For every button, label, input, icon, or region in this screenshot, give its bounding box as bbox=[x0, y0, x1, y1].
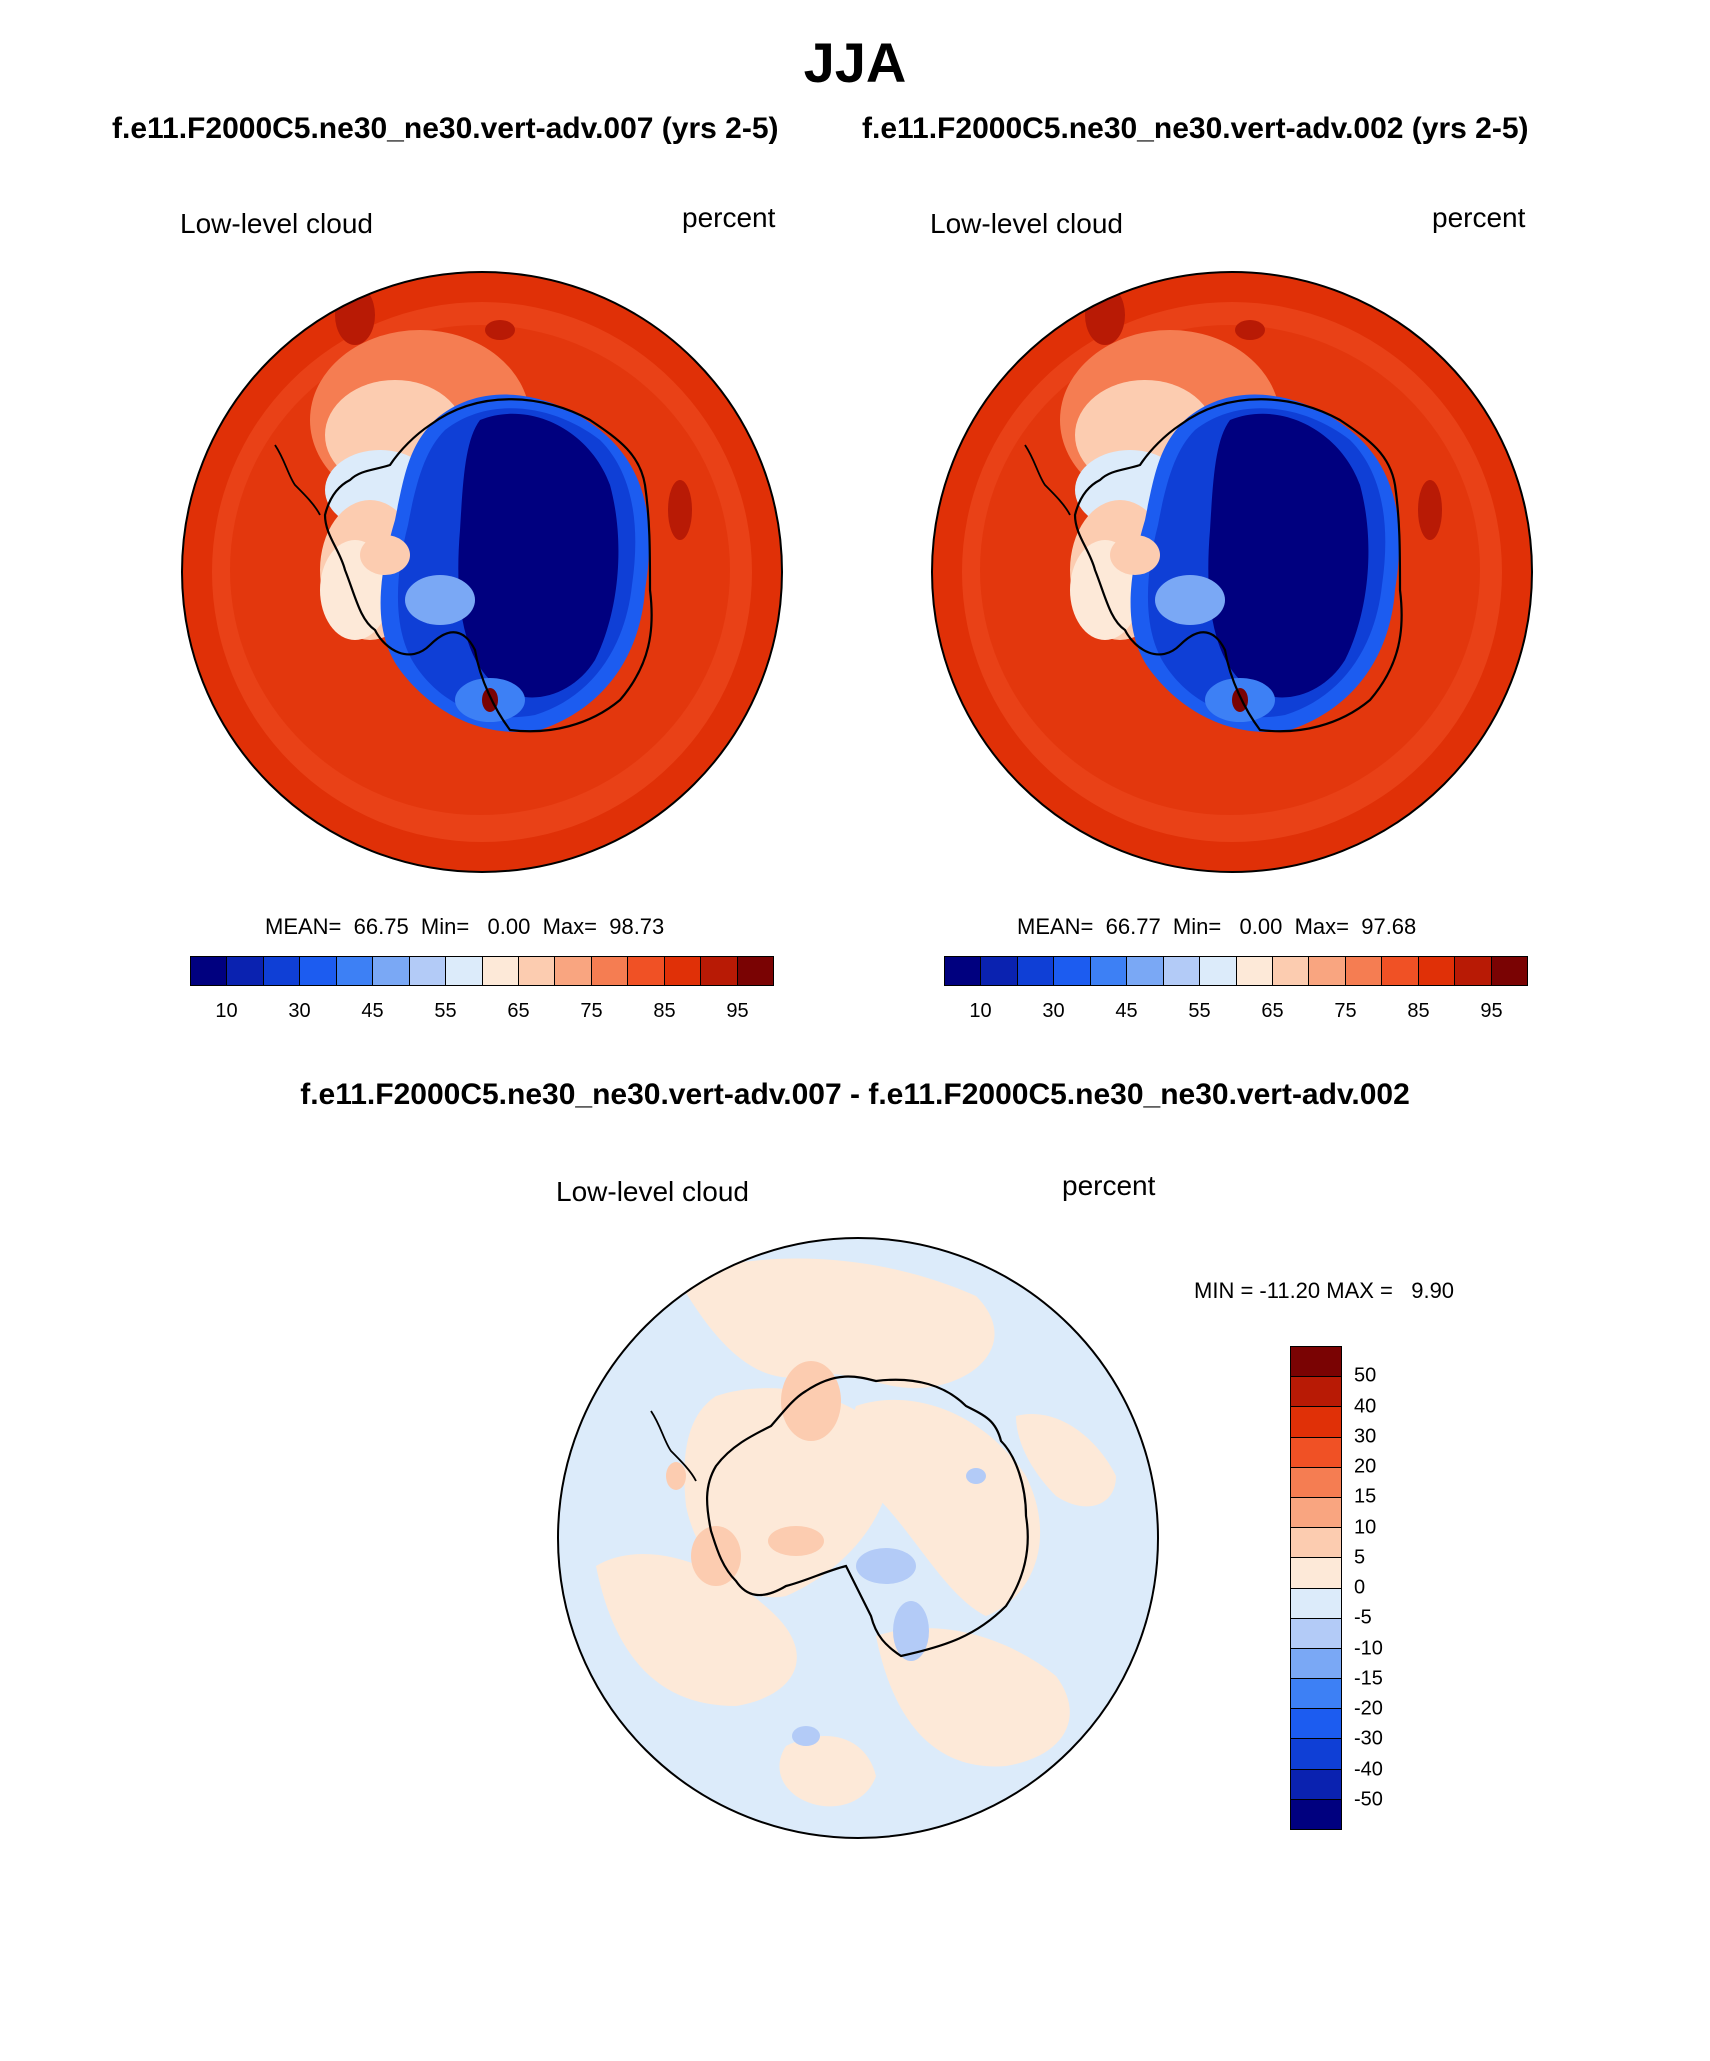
diff-variable-label: Low-level cloud bbox=[556, 1176, 749, 1207]
colorbar-box bbox=[737, 957, 773, 985]
colorbar-tick-label: 45 bbox=[361, 1000, 384, 1022]
case-title-right: f.e11.F2000C5.ne30_ne30.vert-adv.002 (yr… bbox=[862, 112, 1529, 145]
left-variable-label: Low-level cloud bbox=[180, 208, 373, 239]
right-colorbar bbox=[944, 956, 1528, 986]
diff-stats: MIN = -11.20 MAX = 9.90 bbox=[1194, 1278, 1455, 1303]
colorbar-box bbox=[1291, 1709, 1341, 1740]
colorbar-tick-label: 75 bbox=[580, 1000, 603, 1022]
colorbar-tick-label: 75 bbox=[1334, 1000, 1357, 1022]
colorbar-tick-label: 5 bbox=[1354, 1546, 1366, 1569]
colorbar-box bbox=[945, 957, 982, 985]
colorbar-box bbox=[373, 957, 410, 985]
colorbar-box bbox=[482, 957, 519, 985]
colorbar-box bbox=[555, 957, 592, 985]
colorbar-box bbox=[591, 957, 629, 985]
colorbar-tick-label: 0 bbox=[1354, 1576, 1366, 1599]
colorbar-tick-label: 40 bbox=[1354, 1395, 1377, 1417]
colorbar-box bbox=[1017, 957, 1055, 985]
colorbar-tick-label: 10 bbox=[1354, 1516, 1377, 1538]
colorbar-box bbox=[1200, 957, 1237, 985]
colorbar-box bbox=[1291, 1648, 1341, 1680]
colorbar-box bbox=[1291, 1437, 1341, 1468]
colorbar-tick-label: 10 bbox=[215, 1000, 238, 1022]
colorbar-tick-label: 15 bbox=[1354, 1485, 1377, 1508]
colorbar-box bbox=[336, 957, 374, 985]
colorbar-tick-label: 65 bbox=[507, 1000, 530, 1022]
colorbar-box bbox=[1291, 1558, 1341, 1589]
right-units-label: percent bbox=[1432, 202, 1526, 233]
colorbar-tick-label: 55 bbox=[434, 1000, 457, 1022]
difference-polar-map bbox=[557, 1237, 1159, 1839]
colorbar-tick-label: 30 bbox=[1042, 1000, 1065, 1022]
left-polar-map bbox=[181, 271, 783, 873]
colorbar-tick-label: -15 bbox=[1354, 1667, 1383, 1690]
colorbar-tick-label: 50 bbox=[1354, 1364, 1377, 1387]
right-variable-label: Low-level cloud bbox=[930, 208, 1123, 239]
colorbar-box bbox=[1491, 957, 1527, 985]
colorbar-box bbox=[1291, 1799, 1341, 1829]
colorbar-tick-label: 95 bbox=[1480, 1000, 1503, 1022]
colorbar-box bbox=[1291, 1679, 1341, 1710]
colorbar-tick-label: -5 bbox=[1354, 1606, 1372, 1629]
colorbar-box bbox=[300, 957, 337, 985]
colorbar-tick-label: -20 bbox=[1354, 1697, 1383, 1720]
colorbar-tick-label: -30 bbox=[1354, 1727, 1383, 1750]
colorbar-box bbox=[1127, 957, 1164, 985]
colorbar-box bbox=[263, 957, 301, 985]
colorbar-tick-label: 65 bbox=[1261, 1000, 1284, 1022]
colorbar-box bbox=[1090, 957, 1128, 985]
colorbar-box bbox=[518, 957, 556, 985]
colorbar-tick-label: -50 bbox=[1354, 1788, 1383, 1811]
colorbar-tick-label: -10 bbox=[1354, 1637, 1383, 1659]
colorbar-tick-label: 30 bbox=[1354, 1425, 1377, 1448]
colorbar-box bbox=[1291, 1377, 1341, 1408]
colorbar-box bbox=[409, 957, 447, 985]
left-colorbar bbox=[190, 956, 774, 986]
colorbar-box bbox=[701, 957, 738, 985]
colorbar-box bbox=[1291, 1407, 1341, 1438]
colorbar-box bbox=[1163, 957, 1201, 985]
diff-units-label: percent bbox=[1062, 1170, 1156, 1201]
colorbar-box bbox=[664, 957, 702, 985]
colorbar-tick-label: 45 bbox=[1115, 1000, 1138, 1022]
colorbar-tick-label: 10 bbox=[969, 1000, 992, 1022]
colorbar-box bbox=[1291, 1769, 1341, 1800]
colorbar-tick-label: 20 bbox=[1354, 1455, 1377, 1478]
colorbar-tick-label: -40 bbox=[1354, 1758, 1383, 1780]
colorbar-tick-label: 85 bbox=[653, 1000, 676, 1022]
case-title-left: f.e11.F2000C5.ne30_ne30.vert-adv.007 (yr… bbox=[112, 112, 779, 145]
colorbar-box bbox=[1054, 957, 1091, 985]
left-units-label: percent bbox=[682, 202, 776, 233]
colorbar-box bbox=[628, 957, 665, 985]
colorbar-box bbox=[1345, 957, 1383, 985]
right-polar-map bbox=[931, 271, 1533, 873]
colorbar-tick-label: 55 bbox=[1188, 1000, 1211, 1022]
colorbar-tick-label: 85 bbox=[1407, 1000, 1430, 1022]
colorbar-box bbox=[191, 957, 228, 985]
colorbar-tick-label: 30 bbox=[288, 1000, 311, 1022]
figure-title: JJA bbox=[803, 31, 907, 94]
colorbar-box bbox=[1382, 957, 1419, 985]
colorbar-box bbox=[1291, 1347, 1341, 1378]
colorbar-box bbox=[981, 957, 1018, 985]
colorbar-box bbox=[1291, 1467, 1341, 1498]
colorbar-tick-label: 95 bbox=[726, 1000, 749, 1022]
colorbar-box bbox=[1291, 1618, 1341, 1649]
left-stats: MEAN= 66.75 Min= 0.00 Max= 98.73 bbox=[265, 914, 665, 939]
colorbar-box bbox=[1236, 957, 1273, 985]
colorbar-box bbox=[1309, 957, 1346, 985]
colorbar-box bbox=[1455, 957, 1492, 985]
colorbar-box bbox=[1272, 957, 1310, 985]
colorbar-box bbox=[1291, 1588, 1341, 1619]
difference-title: f.e11.F2000C5.ne30_ne30.vert-adv.007 - f… bbox=[300, 1078, 1410, 1111]
colorbar-box bbox=[1418, 957, 1456, 985]
colorbar-box bbox=[1291, 1739, 1341, 1770]
colorbar-box bbox=[1291, 1528, 1341, 1559]
right-stats: MEAN= 66.77 Min= 0.00 Max= 97.68 bbox=[1017, 914, 1417, 939]
colorbar-box bbox=[1291, 1497, 1341, 1529]
difference-colorbar bbox=[1290, 1346, 1342, 1830]
colorbar-box bbox=[446, 957, 483, 985]
colorbar-box bbox=[227, 957, 264, 985]
